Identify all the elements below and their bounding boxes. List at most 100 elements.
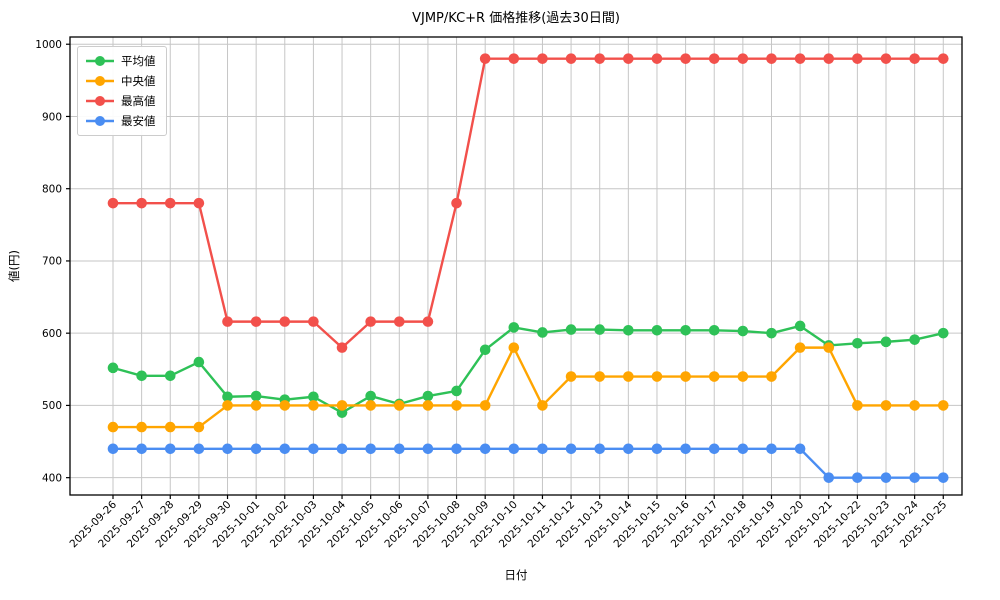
data-point — [308, 400, 319, 411]
legend-label: 最安値 — [121, 114, 156, 128]
data-point — [880, 336, 892, 348]
data-point — [737, 325, 749, 337]
data-point — [852, 337, 863, 349]
data-point — [880, 472, 892, 483]
data-point — [565, 443, 577, 455]
data-point — [594, 53, 606, 64]
data-point — [479, 53, 491, 64]
x-axis-label: 日付 — [504, 568, 528, 582]
data-point — [909, 53, 920, 64]
legend-marker-icon — [86, 76, 114, 86]
data-point — [508, 443, 520, 455]
series-line — [113, 57, 944, 349]
legend-marker-icon — [86, 116, 114, 126]
data-point — [365, 400, 376, 411]
data-point — [250, 400, 262, 411]
data-point — [365, 390, 376, 402]
data-point — [594, 371, 606, 382]
legend-label: 平均値 — [121, 54, 156, 68]
data-point — [164, 421, 176, 433]
y-tick-label: 800 — [42, 184, 62, 196]
legend-marker-icon — [86, 96, 114, 106]
data-point — [451, 385, 462, 397]
data-point — [279, 400, 291, 411]
series-平均値 — [107, 320, 949, 418]
data-point — [909, 334, 920, 345]
legend-item-中央値: 中央値 — [85, 73, 156, 89]
data-point — [193, 197, 205, 209]
series-最高値 — [107, 53, 949, 353]
y-tick-label: 400 — [42, 472, 62, 484]
data-point — [537, 400, 548, 411]
y-tick-label: 600 — [42, 328, 62, 340]
data-point — [737, 443, 749, 455]
data-point — [680, 371, 691, 382]
data-point — [937, 400, 949, 411]
series-line — [112, 324, 944, 414]
data-point — [422, 443, 434, 455]
data-point — [279, 443, 291, 455]
data-point — [623, 324, 634, 336]
data-point — [708, 53, 720, 64]
data-point — [794, 342, 806, 353]
data-point — [594, 443, 606, 455]
grid — [70, 37, 962, 495]
data-point — [250, 443, 262, 455]
data-point — [737, 371, 749, 382]
data-point — [766, 371, 777, 382]
data-point — [336, 443, 348, 455]
data-point — [422, 400, 434, 411]
data-point — [508, 322, 520, 333]
data-point — [937, 327, 949, 339]
legend-item-平均値: 平均値 — [85, 53, 156, 69]
y-tick-label: 500 — [42, 400, 62, 412]
data-point — [107, 197, 119, 209]
data-point — [909, 472, 920, 483]
data-point — [852, 400, 863, 411]
series-最安値 — [107, 443, 949, 483]
data-point — [508, 342, 520, 353]
data-point — [623, 53, 634, 64]
data-point — [279, 316, 291, 327]
data-point — [479, 443, 491, 455]
data-point — [937, 53, 949, 64]
data-point — [365, 443, 376, 455]
data-point — [537, 53, 548, 64]
data-point — [880, 400, 892, 411]
y-tick-label: 700 — [42, 256, 62, 268]
data-point — [222, 316, 233, 327]
data-point — [565, 371, 577, 382]
data-point — [537, 327, 548, 338]
data-point — [308, 316, 319, 327]
data-point — [451, 400, 462, 411]
data-point — [136, 197, 147, 209]
data-point — [823, 53, 835, 64]
legend-item-最安値: 最安値 — [85, 113, 156, 129]
data-point — [193, 443, 205, 455]
data-point — [136, 421, 147, 433]
data-point — [565, 324, 577, 335]
data-point — [136, 370, 147, 382]
data-point — [107, 421, 119, 433]
data-point — [651, 324, 663, 336]
data-point — [852, 472, 863, 483]
data-point — [336, 342, 348, 353]
data-point — [193, 356, 205, 368]
data-point — [708, 371, 720, 382]
data-point — [508, 53, 520, 64]
data-point — [708, 443, 720, 455]
data-point — [451, 197, 462, 209]
data-point — [365, 316, 376, 327]
plot-border — [69, 36, 963, 496]
data-point — [250, 390, 262, 402]
data-point — [308, 443, 319, 455]
data-point — [136, 443, 147, 455]
data-point — [394, 443, 405, 455]
data-point — [451, 443, 462, 455]
data-point — [852, 53, 863, 64]
data-point — [909, 400, 920, 411]
y-axis-label: 値(円) — [7, 250, 21, 282]
data-point — [680, 324, 691, 336]
